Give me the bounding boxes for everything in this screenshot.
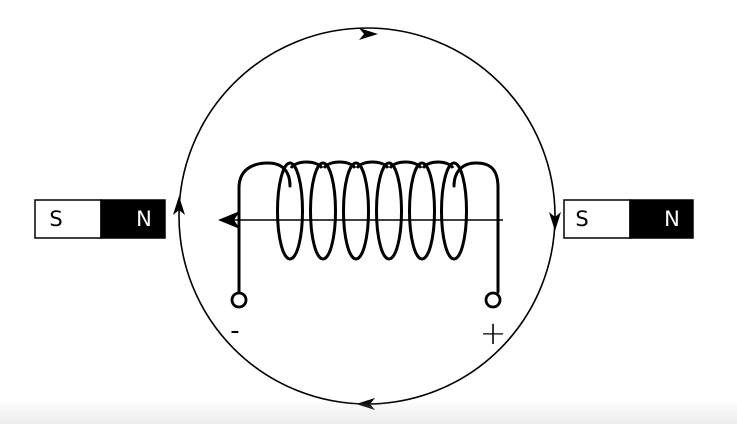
right-magnet: S N — [563, 199, 694, 239]
field-arrow-top — [359, 28, 378, 40]
coil-loops — [276, 160, 468, 261]
positive-terminal — [484, 291, 502, 309]
coil-turn — [342, 161, 370, 261]
negative-terminal — [230, 291, 248, 309]
coil-turn-link — [322, 160, 357, 170]
right-magnet-north-label: N — [664, 207, 680, 231]
coil-turn-link — [289, 160, 324, 170]
coil-left-lead — [237, 161, 292, 294]
left-magnet-south-pole — [34, 199, 102, 239]
positive-terminal-label: + — [480, 314, 507, 352]
left-magnet-south-label: S — [49, 207, 62, 231]
right-magnet-south-pole — [563, 199, 631, 239]
coil-turn-link — [421, 160, 455, 170]
coil-axis-arrow — [218, 211, 240, 229]
left-magnet-north-pole — [100, 199, 166, 239]
right-magnet-south-label: S — [575, 207, 588, 231]
right-magnet-north-pole — [629, 199, 694, 239]
coil-turn-link — [355, 160, 390, 170]
field-arrow-left — [173, 196, 185, 215]
coil-turn — [309, 161, 337, 261]
field-arrow-right — [549, 212, 561, 231]
left-magnet: S N — [34, 199, 166, 239]
negative-terminal-label: - — [230, 316, 239, 346]
coil-turn — [408, 161, 436, 261]
coil-right-lead — [452, 161, 500, 294]
coil-turn — [375, 161, 403, 261]
left-magnet-north-label: N — [136, 207, 152, 231]
bottom-fade — [0, 400, 737, 424]
coil-turn — [276, 161, 304, 261]
coil-turn — [440, 161, 468, 261]
coil-turn-link — [388, 160, 423, 170]
coil — [237, 161, 500, 294]
